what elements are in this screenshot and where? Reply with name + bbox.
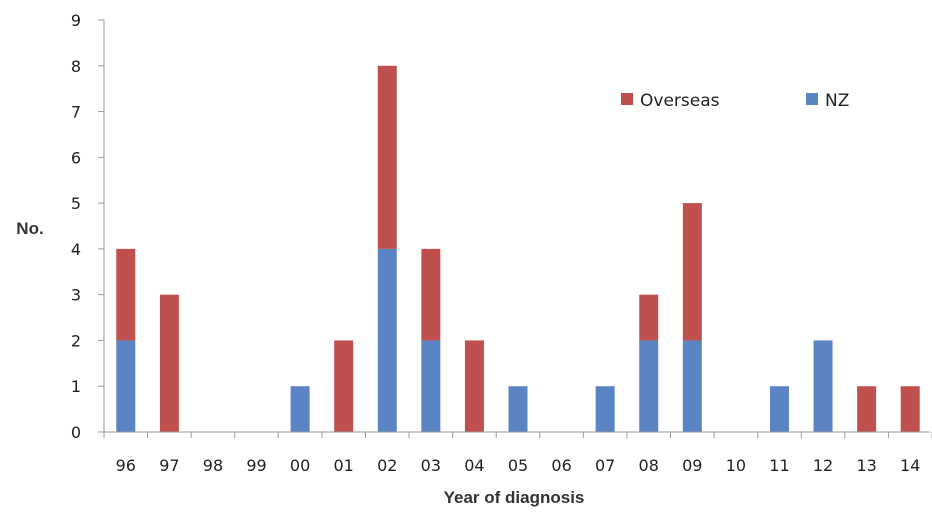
bar-overseas-02	[377, 65, 397, 249]
x-axis-ticks: 96 97 98 99 00 01 02 03 04 05 06 07 08 09 10 11 12 13 14	[103, 432, 932, 475]
y-tick-label: 4	[71, 240, 81, 259]
bar-nz-11	[769, 386, 789, 432]
bar-nz-09	[682, 340, 702, 432]
bar-nz-12	[813, 340, 833, 432]
x-tick-label: 98	[203, 456, 223, 475]
bar-nz-00	[290, 386, 310, 432]
bars	[116, 65, 920, 432]
bar-nz-03	[421, 340, 441, 432]
legend-label-nz: NZ	[825, 91, 849, 111]
bar-overseas-03	[421, 248, 441, 341]
x-tick-label: 04	[464, 456, 484, 475]
bar-overseas-97	[159, 294, 179, 432]
y-axis-ticks: 0 1 2 3 4 5 6 7 8 9	[71, 11, 104, 442]
x-tick-label: 99	[246, 456, 266, 475]
x-tick-label: 05	[508, 456, 528, 475]
bar-overseas-09	[682, 203, 702, 341]
x-tick-label: 02	[377, 456, 397, 475]
y-axis-title: No.	[16, 219, 43, 238]
bar-overseas-96	[116, 248, 136, 341]
legend-swatch-overseas	[621, 93, 633, 105]
bar-nz-07	[595, 386, 615, 432]
x-tick-label: 06	[551, 456, 571, 475]
x-tick-label: 12	[813, 456, 833, 475]
bar-nz-05	[508, 386, 528, 432]
y-tick-label: 9	[71, 11, 81, 30]
y-tick-label: 8	[71, 57, 81, 76]
x-tick-label: 00	[290, 456, 310, 475]
x-tick-label: 14	[900, 456, 920, 475]
bar-overseas-14	[900, 386, 920, 432]
x-tick-label: 11	[769, 456, 789, 475]
y-tick-label: 0	[71, 423, 81, 442]
bar-overseas-04	[464, 340, 484, 432]
x-tick-label: 03	[421, 456, 441, 475]
x-tick-label: 09	[682, 456, 702, 475]
x-tick-label: 01	[334, 456, 354, 475]
x-tick-label: 96	[116, 456, 136, 475]
legend-swatch-nz	[806, 93, 818, 105]
x-tick-label: 07	[595, 456, 615, 475]
y-tick-label: 6	[71, 148, 81, 167]
y-tick-label: 7	[71, 103, 81, 122]
x-axis-title: Year of diagnosis	[444, 488, 585, 507]
x-tick-label: 10	[726, 456, 746, 475]
x-tick-label: 08	[639, 456, 659, 475]
bar-nz-96	[116, 340, 136, 432]
x-tick-label: 97	[159, 456, 179, 475]
y-tick-label: 2	[71, 331, 81, 350]
bar-overseas-08	[639, 294, 659, 341]
legend: Overseas NZ	[621, 91, 849, 111]
x-tick-label: 13	[856, 456, 876, 475]
y-tick-label: 1	[71, 377, 81, 396]
bar-overseas-13	[857, 386, 877, 432]
bar-nz-02	[377, 248, 397, 432]
bar-nz-08	[639, 340, 659, 432]
y-tick-label: 3	[71, 286, 81, 305]
bar-overseas-01	[334, 340, 354, 432]
legend-label-overseas: Overseas	[640, 91, 720, 111]
y-tick-label: 5	[71, 194, 81, 213]
